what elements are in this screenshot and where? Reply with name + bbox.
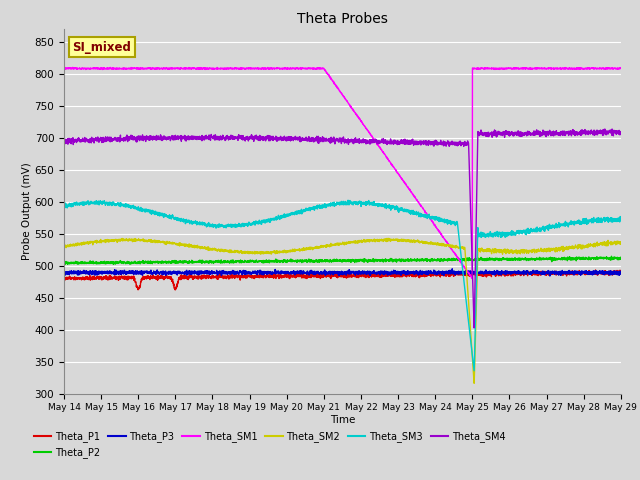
Theta_SM1 — [298, 66, 306, 72]
Theta_SM2 — [385, 236, 392, 241]
Theta_P1 — [60, 275, 68, 281]
Theta_P3 — [274, 270, 282, 276]
Theta_P1 — [592, 267, 600, 273]
Text: SI_mixed: SI_mixed — [72, 41, 131, 54]
Theta_P1 — [274, 272, 282, 278]
Theta_P1 — [546, 271, 554, 277]
X-axis label: Time: Time — [330, 415, 355, 425]
Theta_SM4 — [157, 132, 164, 138]
Line: Theta_P2: Theta_P2 — [64, 256, 621, 264]
Theta_P3 — [157, 269, 164, 275]
Theta_P1 — [606, 270, 614, 276]
Theta_SM4 — [470, 325, 478, 331]
Theta_SM3 — [60, 203, 68, 209]
Theta_P2 — [546, 256, 554, 262]
Theta_SM3 — [344, 197, 352, 203]
Theta_SM3 — [157, 213, 164, 218]
Theta_SM3 — [547, 223, 554, 228]
Theta_SM1 — [124, 66, 132, 72]
Theta_P3 — [617, 270, 625, 276]
Theta_SM3 — [606, 217, 614, 223]
Theta_SM2 — [606, 240, 614, 246]
Theta_SM2 — [60, 244, 68, 250]
Theta_SM1 — [69, 64, 77, 70]
Y-axis label: Probe Output (mV): Probe Output (mV) — [22, 162, 32, 260]
Title: Theta Probes: Theta Probes — [297, 12, 388, 26]
Theta_SM2 — [547, 249, 554, 254]
Theta_SM3 — [298, 208, 305, 214]
Theta_P1 — [124, 275, 131, 280]
Theta_P2 — [607, 253, 615, 259]
Theta_SM1 — [274, 65, 282, 71]
Theta_SM4 — [60, 137, 68, 143]
Line: Theta_P3: Theta_P3 — [64, 269, 621, 276]
Line: Theta_SM2: Theta_SM2 — [64, 239, 621, 384]
Theta_P3 — [546, 273, 554, 279]
Theta_P1 — [172, 287, 179, 293]
Theta_P1 — [298, 275, 306, 281]
Theta_SM4 — [617, 130, 625, 135]
Theta_P2 — [157, 259, 164, 265]
Line: Theta_SM3: Theta_SM3 — [64, 200, 621, 371]
Theta_SM4 — [601, 126, 609, 132]
Theta_P3 — [60, 270, 68, 276]
Line: Theta_SM4: Theta_SM4 — [64, 129, 621, 328]
Theta_SM2 — [298, 247, 305, 252]
Theta_P3 — [124, 269, 131, 275]
Theta_P2 — [606, 256, 614, 262]
Theta_SM1 — [606, 66, 614, 72]
Theta_P3 — [606, 269, 614, 275]
Theta_SM3 — [274, 215, 282, 220]
Theta_P3 — [298, 271, 305, 276]
Theta_SM2 — [470, 381, 478, 386]
Theta_P2 — [109, 262, 117, 267]
Theta_P1 — [157, 276, 164, 281]
Theta_P1 — [617, 270, 625, 276]
Theta_SM4 — [606, 129, 614, 135]
Theta_SM1 — [60, 66, 68, 72]
Theta_SM2 — [617, 240, 625, 246]
Theta_SM4 — [546, 131, 554, 137]
Theta_SM4 — [274, 137, 282, 143]
Theta_SM1 — [617, 65, 625, 71]
Theta_SM1 — [547, 66, 554, 72]
Theta_SM1 — [157, 66, 164, 72]
Theta_SM3 — [617, 216, 625, 222]
Theta_P2 — [60, 259, 68, 265]
Theta_P2 — [124, 259, 132, 265]
Theta_SM4 — [124, 137, 131, 143]
Theta_SM3 — [470, 368, 478, 373]
Theta_P2 — [274, 257, 282, 263]
Line: Theta_P1: Theta_P1 — [64, 270, 621, 290]
Line: Theta_SM1: Theta_SM1 — [64, 67, 621, 278]
Theta_SM2 — [157, 240, 164, 246]
Theta_P3 — [547, 270, 554, 276]
Theta_P2 — [617, 256, 625, 262]
Legend: Theta_P1, Theta_P2, Theta_P3, Theta_SM1, Theta_SM2, Theta_SM3, Theta_SM4: Theta_P1, Theta_P2, Theta_P3, Theta_SM1,… — [30, 427, 509, 462]
Theta_SM4 — [298, 135, 305, 141]
Theta_SM3 — [124, 203, 131, 208]
Theta_P3 — [449, 266, 456, 272]
Theta_P2 — [298, 260, 306, 265]
Theta_SM2 — [124, 238, 131, 244]
Theta_SM1 — [468, 276, 476, 281]
Theta_SM2 — [274, 249, 282, 255]
